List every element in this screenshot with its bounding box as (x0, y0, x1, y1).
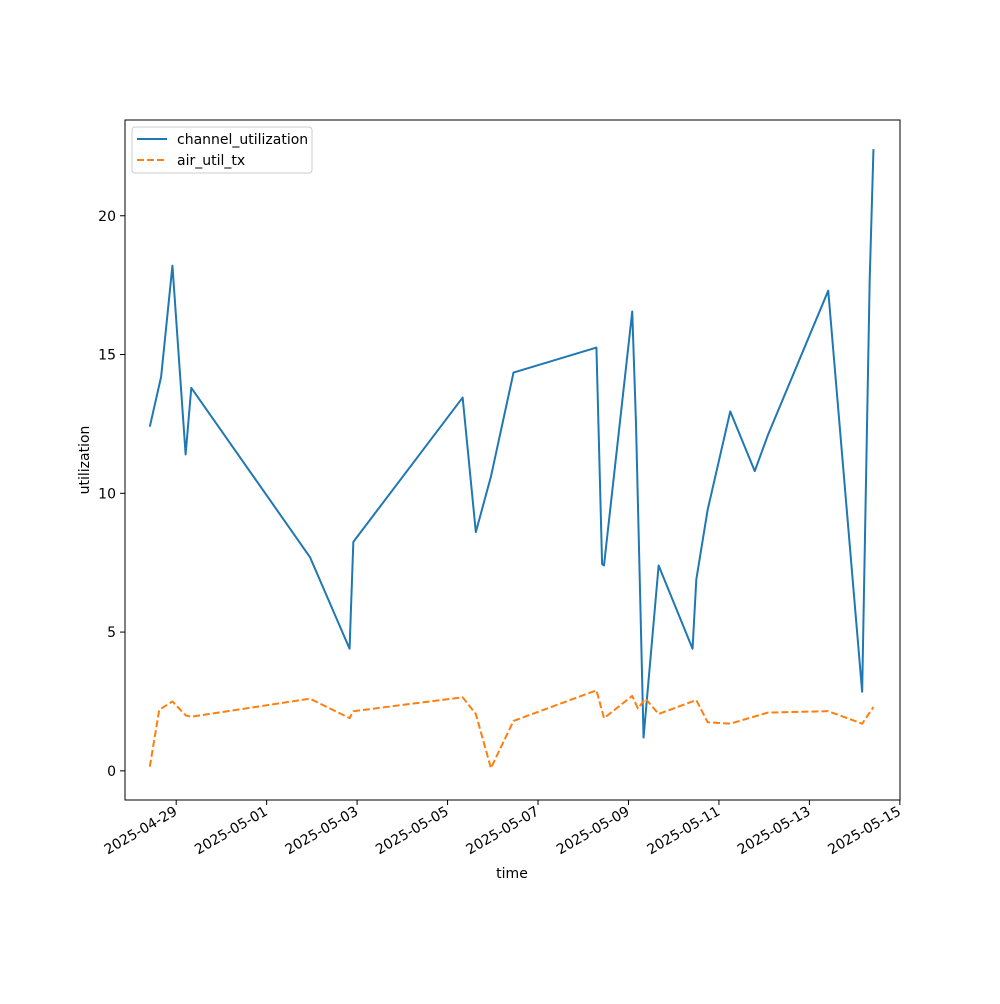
series-layer (148, 149, 875, 770)
x-axis-label: time (496, 866, 528, 882)
plot-frame (124, 119, 901, 801)
series-line-channel-utilization (148, 149, 875, 739)
y-tick-label: 15 (98, 348, 116, 364)
legend-label-air-util-tx: air_util_tx (177, 153, 245, 169)
y-tick-label: 10 (98, 486, 116, 502)
y-tick-label: 0 (107, 764, 116, 780)
y-axis-label: utilization (77, 426, 93, 495)
y-tick-label: 5 (107, 625, 116, 641)
y-tick-label: 20 (98, 209, 116, 225)
legend: channel_utilization air_util_tx (131, 126, 313, 174)
legend-label-channel-utilization: channel_utilization (177, 132, 308, 148)
legend-box (131, 126, 313, 174)
